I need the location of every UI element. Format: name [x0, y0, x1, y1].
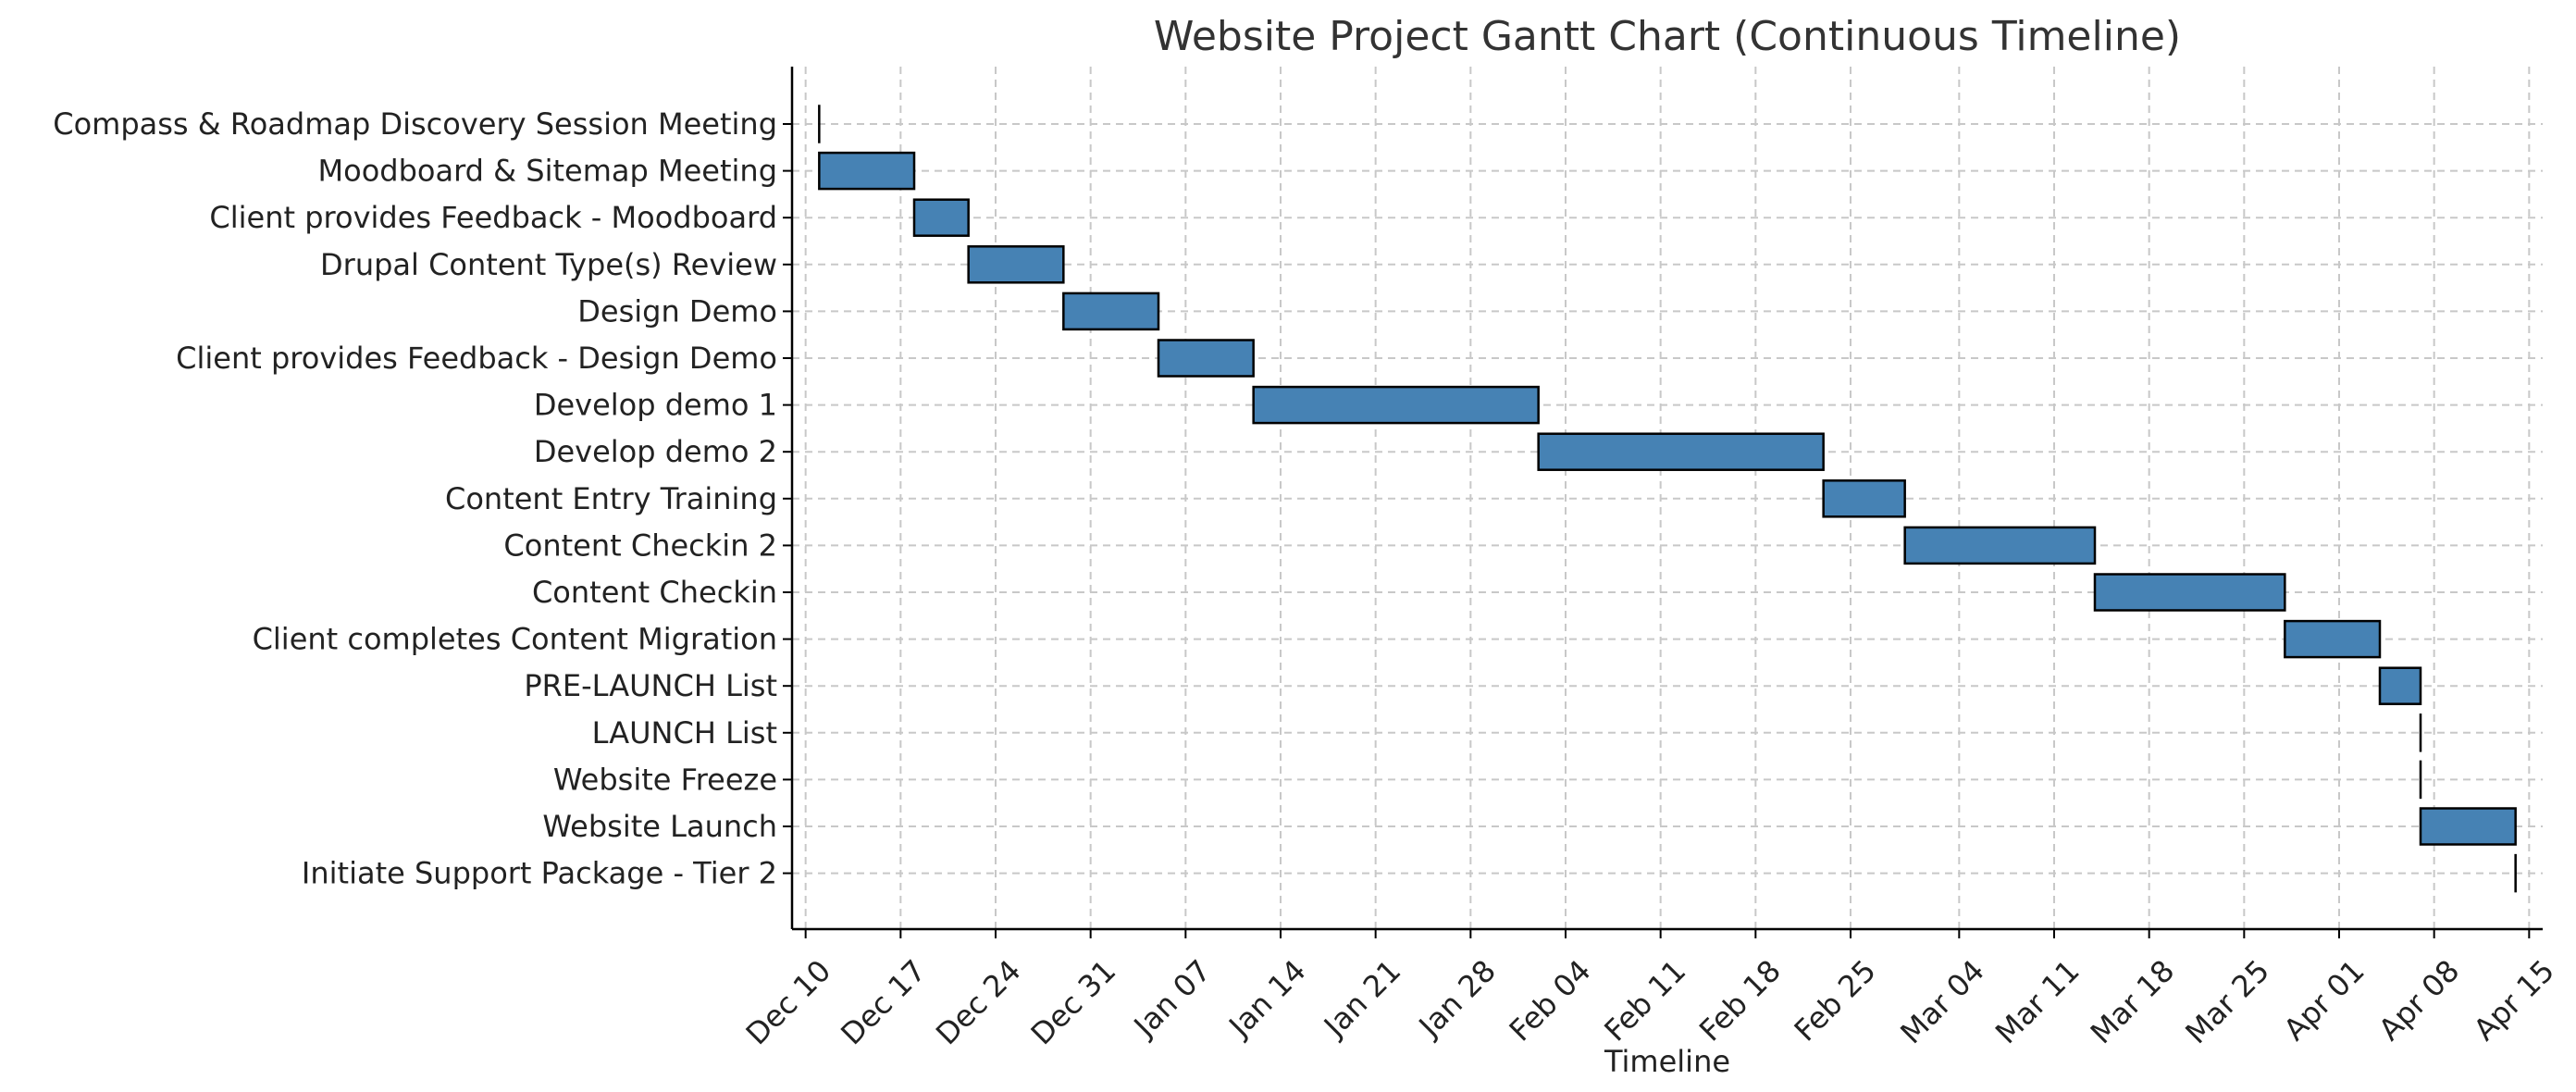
- task-label: Website Freeze: [553, 762, 777, 797]
- x-tick-label: Mar 11: [1988, 953, 2087, 1051]
- task-label: Design Demo: [577, 293, 777, 329]
- task-label: Client completes Content Migration: [253, 622, 777, 657]
- x-tick-label: Mar 18: [2084, 953, 2182, 1051]
- x-axis-label: Timeline: [1604, 1044, 1730, 1079]
- x-tick-label: Dec 31: [1024, 953, 1123, 1052]
- axis-layer: [783, 67, 2543, 938]
- task-label: Develop demo 1: [534, 388, 777, 423]
- task-label: Content Checkin 2: [503, 527, 777, 563]
- task-bar: [1157, 339, 1255, 378]
- x-tick-label: Jan 14: [1220, 953, 1312, 1045]
- x-tick-label: Feb 11: [1597, 953, 1692, 1049]
- task-label: Develop demo 2: [534, 434, 777, 469]
- x-tick-label: Feb 25: [1788, 953, 1883, 1049]
- x-tick-label: Mar 04: [1893, 953, 1991, 1051]
- task-bar: [1903, 526, 2097, 565]
- task-label: Content Entry Training: [445, 481, 777, 516]
- x-tick-label: Mar 25: [2178, 953, 2276, 1051]
- bar-layer: [818, 105, 2517, 893]
- grid-layer: [792, 67, 2543, 929]
- task-label: Website Launch: [542, 809, 777, 844]
- task-label: Initiate Support Package - Tier 2: [302, 856, 777, 891]
- x-tick-label: Feb 04: [1503, 953, 1598, 1049]
- x-tick-label: Dec 17: [834, 953, 933, 1052]
- x-tick-label: Dec 24: [929, 953, 1028, 1052]
- task-label: PRE-LAUNCH List: [524, 668, 777, 703]
- x-tick-label: Feb 18: [1692, 953, 1788, 1049]
- y-tick-labels: Compass & Roadmap Discovery Session Meet…: [53, 106, 777, 891]
- task-label: Client provides Feedback - Moodboard: [209, 200, 777, 235]
- task-bar: [912, 198, 970, 237]
- task-bar: [1822, 479, 1906, 518]
- task-bar: [1252, 385, 1540, 425]
- x-tick-label: Jan 21: [1316, 953, 1407, 1045]
- x-tick-label: Apr 08: [2372, 953, 2466, 1048]
- task-label: Compass & Roadmap Discovery Session Meet…: [53, 106, 777, 142]
- task-label: Drupal Content Type(s) Review: [320, 247, 777, 282]
- chart-title: Website Project Gantt Chart (Continuous …: [1154, 13, 2181, 60]
- task-label: Moodboard & Sitemap Meeting: [318, 154, 778, 189]
- x-tick-label: Dec 10: [739, 953, 838, 1052]
- task-bar: [2419, 807, 2517, 846]
- task-bar: [818, 151, 916, 191]
- task-label: LAUNCH List: [592, 715, 777, 751]
- task-bar: [2378, 666, 2422, 705]
- task-label: Content Checkin: [532, 575, 777, 610]
- task-bar: [2284, 619, 2382, 659]
- task-bar: [1537, 432, 1825, 471]
- x-tick-label: Jan 28: [1411, 953, 1503, 1045]
- task-bar: [967, 245, 1065, 284]
- x-tick-label: Jan 07: [1126, 953, 1218, 1045]
- task-bar: [1062, 292, 1160, 331]
- task-label: Client provides Feedback - Design Demo: [176, 341, 777, 376]
- x-tick-label: Apr 15: [2467, 953, 2561, 1048]
- task-bar: [2093, 573, 2286, 612]
- x-tick-label: Apr 01: [2277, 953, 2372, 1048]
